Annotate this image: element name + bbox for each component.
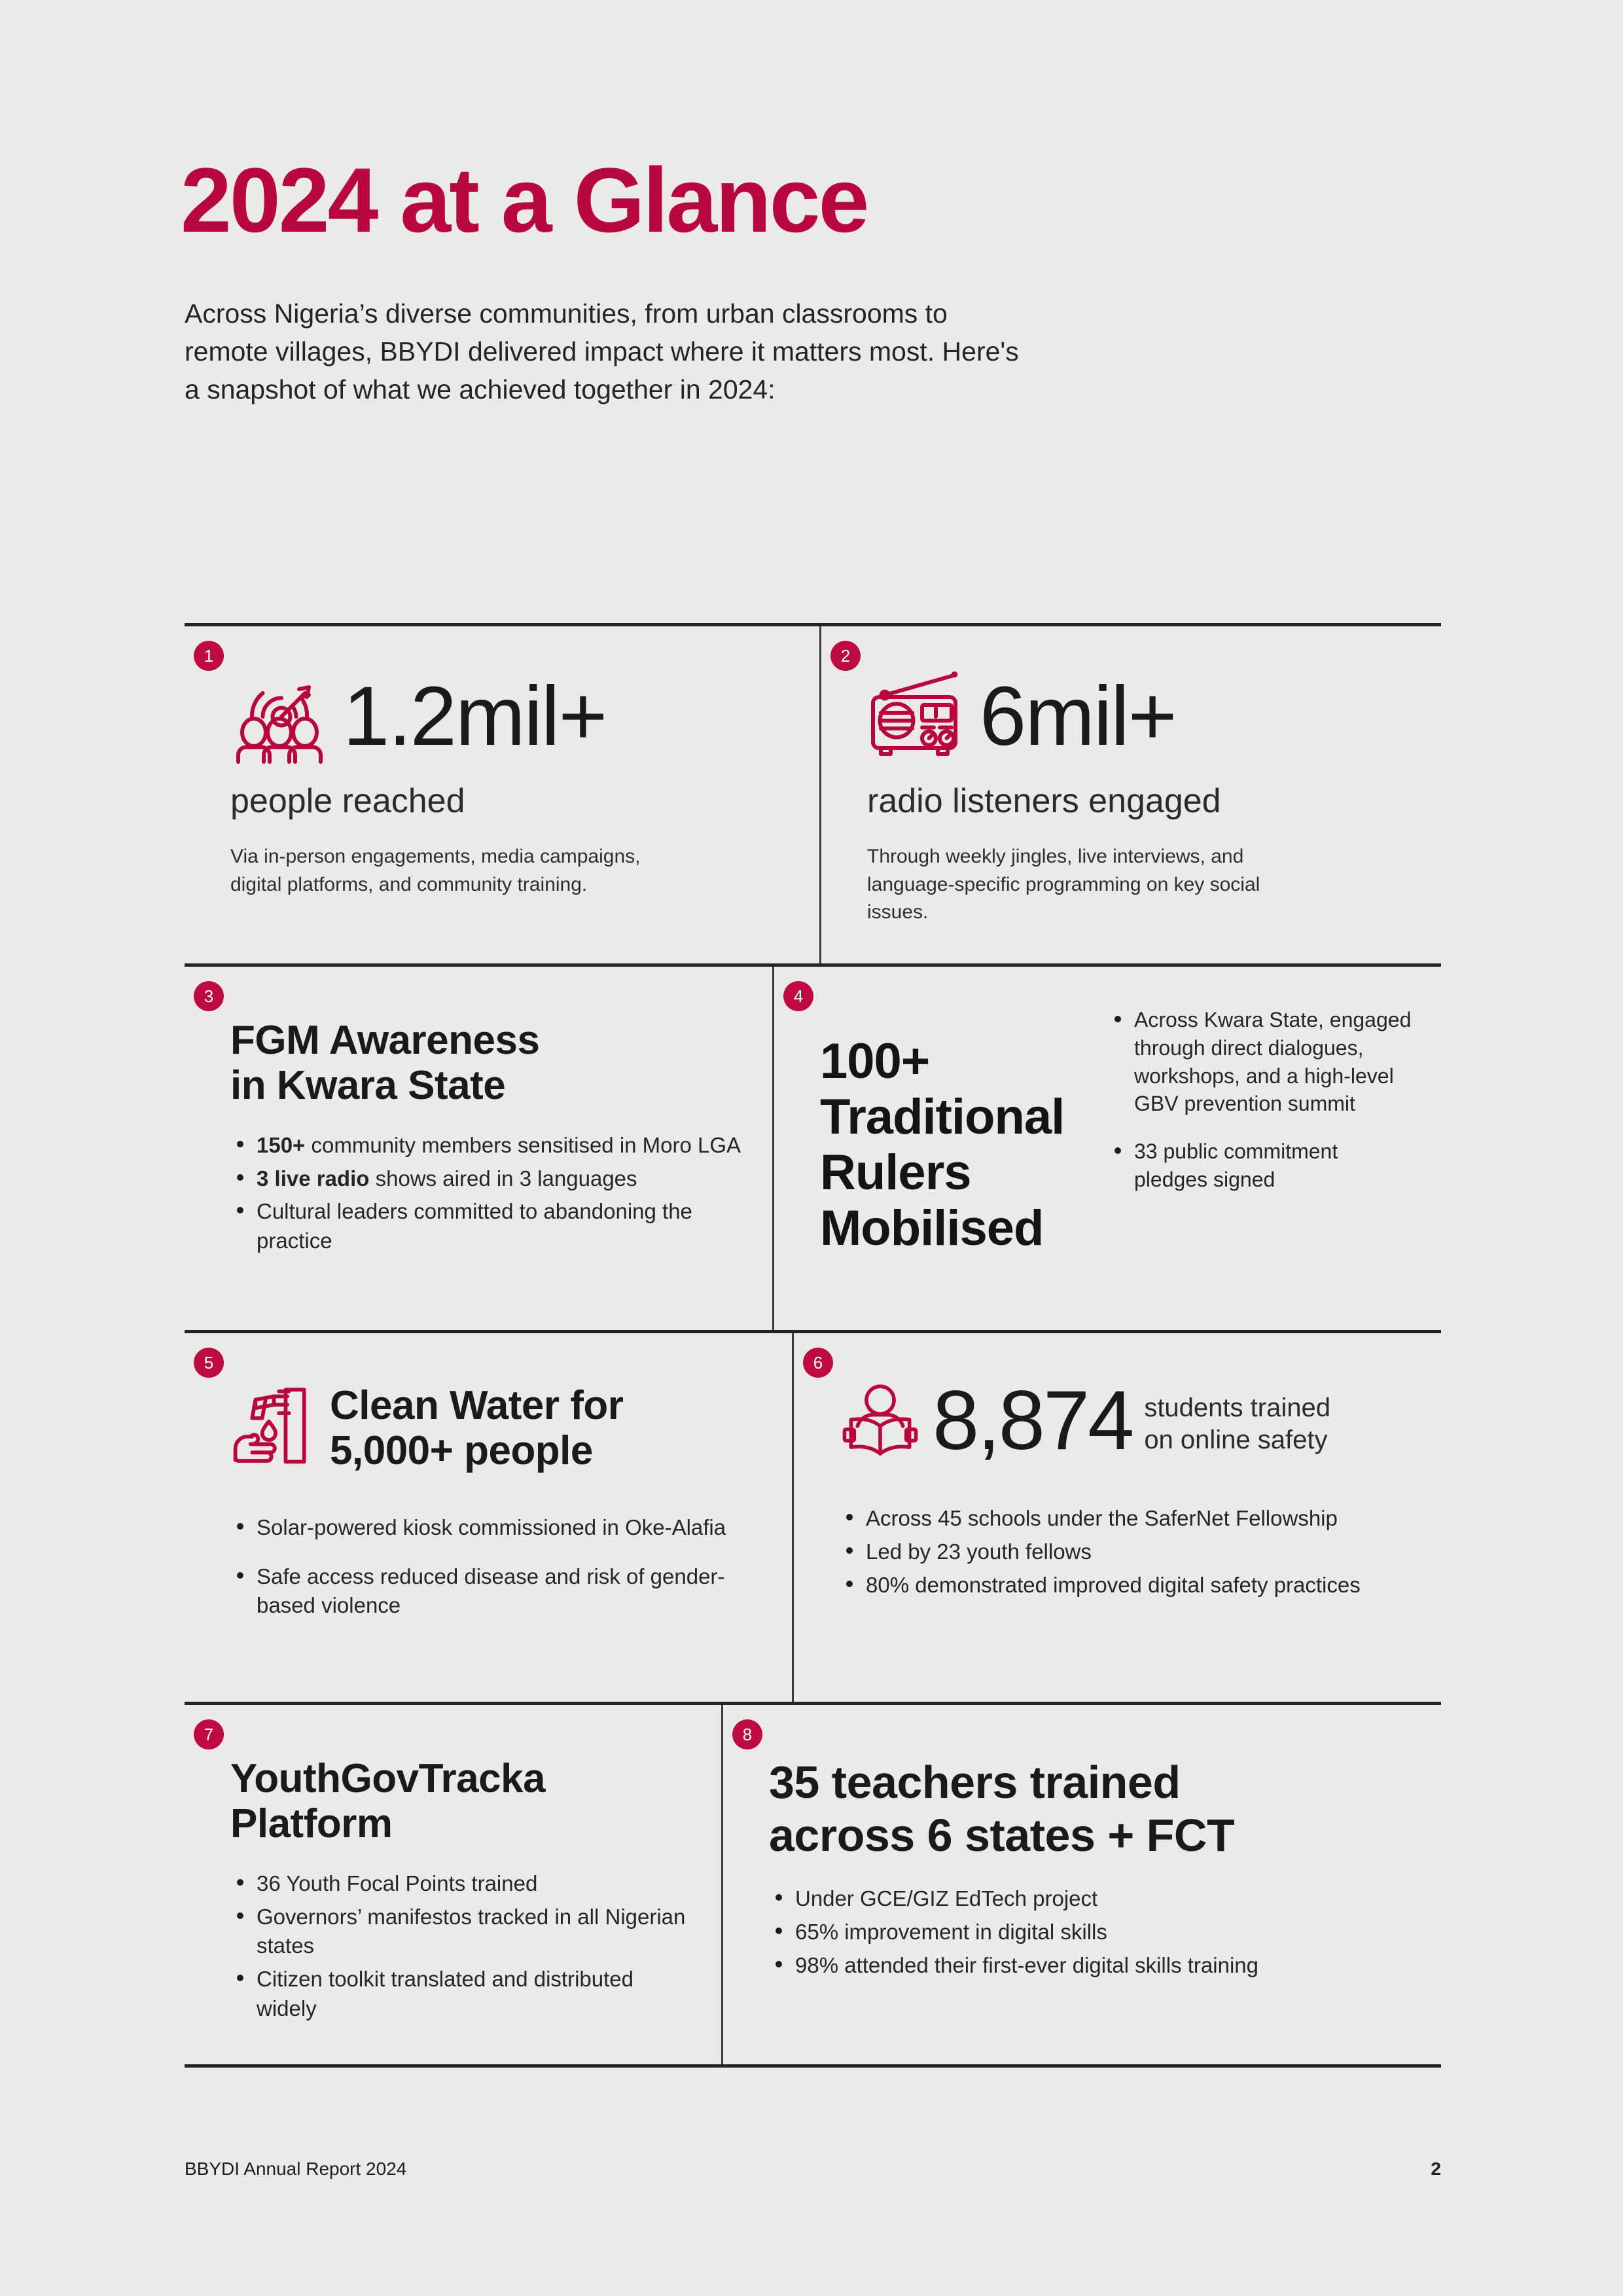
card-badge: 7 [194,1719,224,1749]
list-item: Governors’ manifestos tracked in all Nig… [230,1903,695,1962]
page-title: 2024 at a Glance [181,149,869,251]
card-badge: 6 [803,1347,833,1378]
stats-grid: 1 [185,623,1441,2068]
card-bullet-list: Solar-powered kiosk commissioned in Oke-… [230,1513,766,1621]
stats-row-1: 1 [185,623,1441,963]
stat-card-7: 7 YouthGovTracka Platform 36 Youth Focal… [185,1705,721,2064]
list-item: 65% improvement in digital skills [769,1918,1415,1947]
list-item: Across 45 schools under the SaferNet Fel… [840,1504,1415,1534]
card-heading-line-2: in Kwara State [230,1063,506,1109]
card-heading-line-2: 5,000+ people [330,1428,593,1474]
stats-row-4: 7 YouthGovTracka Platform 36 Youth Focal… [185,1701,1441,2068]
card-bullet-list: Under GCE/GIZ EdTech project 65% improve… [769,1884,1415,1981]
stat-side-label: students trained on online safety [1144,1392,1330,1456]
bullet-text: Solar-powered kiosk commissioned in Oke-… [257,1515,726,1539]
card-bullet-list: 150+ community members sensitised in Mor… [230,1131,746,1257]
bullet-text: 98% attended their first-ever digital sk… [795,1952,1259,1977]
card-badge: 1 [194,641,224,671]
card-heading-line-1: 35 teachers trained [769,1756,1181,1808]
bullet-text: Safe access reduced disease and risk of … [257,1564,725,1618]
page-header: 2024 at a Glance Across Nigeria’s divers… [181,154,1297,436]
list-item: 3 live radio shows aired in 3 languages [230,1164,746,1194]
list-item: Under GCE/GIZ EdTech project [769,1884,1415,1914]
list-item: 150+ community members sensitised in Mor… [230,1131,746,1160]
card-heading: Clean Water for 5,000+ people [330,1382,624,1474]
card-heading: FGM Awareness in Kwara State [230,1018,746,1109]
list-item: 80% demonstrated improved digital safety… [840,1571,1415,1600]
stat-value: 1.2mil+ [343,669,607,763]
card-heading-line-1: Clean Water for [330,1382,624,1428]
bullet-text: Across Kwara State, engaged through dire… [1134,1007,1412,1116]
bullet-text: Governors’ manifestos tracked in all Nig… [257,1904,686,1958]
stat-description: Through weekly jingles, live interviews,… [867,846,1260,924]
stat-value: 8,874 [933,1374,1134,1468]
people-target-icon [230,666,329,767]
bullet-emphasis: 150+ [257,1132,306,1157]
water-tap-icon [230,1383,314,1470]
list-item: Across Kwara State, engaged through dire… [1108,1006,1415,1119]
card-bullet-list: Across Kwara State, engaged through dire… [1108,1006,1415,1194]
card-badge: 4 [783,980,813,1011]
list-item: Led by 23 youth fellows [840,1537,1415,1567]
intro-paragraph: Across Nigeria’s diverse communities, fr… [185,298,1019,405]
card-heading: 35 teachers trained across 6 states + FC… [769,1756,1415,1862]
card-bullet-list: 36 Youth Focal Points trained Governors’… [230,1869,695,2024]
bullet-text: Citizen toolkit translated and distribut… [257,1967,633,2021]
stat-card-4: 4 100+ Traditional Rulers Mobilised Acro… [772,966,1441,1330]
card-heading-line-2: Platform [230,1801,393,1847]
stat-value: 6mil+ [980,669,1177,763]
bullet-text: community members sensitised in Moro LGA [305,1132,741,1157]
stat-card-2: 2 [819,626,1441,963]
list-item: Cultural leaders committed to abandoning… [230,1197,746,1256]
list-item: Solar-powered kiosk commissioned in Oke-… [230,1513,766,1543]
bullet-emphasis: 3 live radio [257,1166,370,1191]
list-item: 33 public commitment pledges signed [1108,1138,1415,1194]
bullet-text: 80% demonstrated improved digital safety… [866,1572,1361,1597]
card-heading-line-1: FGM Awareness [230,1017,540,1063]
bullet-text: 33 public commitment pledges signed [1134,1139,1338,1192]
page-number: 2 [1431,2159,1441,2179]
bullet-text: Cultural leaders committed to abandoning… [257,1199,692,1253]
bullet-text: Led by 23 youth fellows [866,1539,1092,1564]
stat-label: radio listeners engaged [867,782,1221,820]
card-heading: YouthGovTracka Platform [230,1756,695,1847]
stat-description: Via in-person engagements, media campaig… [230,846,641,895]
bullet-text: 65% improvement in digital skills [795,1920,1107,1945]
card-badge: 5 [194,1347,224,1378]
stat-side-line-2: on online safety [1144,1426,1328,1455]
reading-person-icon [840,1379,921,1463]
card-badge: 8 [732,1719,762,1749]
card-heading-line-1: YouthGovTracka [230,1755,546,1801]
bullet-text: Across 45 schools under the SaferNet Fel… [866,1505,1338,1530]
stat-card-6: 6 8,874 students tra [792,1333,1441,1702]
footer-report-title: BBYDI Annual Report 2024 [185,2159,407,2179]
stat-card-8: 8 35 teachers trained across 6 states + … [721,1704,1441,2065]
stats-row-2: 3 FGM Awareness in Kwara State 150+ comm… [185,963,1441,1330]
stat-card-5: 5 [185,1333,792,1702]
stat-card-1: 1 [185,626,819,963]
bullet-text: 36 Youth Focal Points trained [257,1871,538,1895]
card-badge: 3 [194,980,224,1011]
card-badge: 2 [830,641,861,671]
radio-icon [867,666,965,767]
list-item: Safe access reduced disease and risk of … [230,1562,766,1621]
card-heading: 100+ Traditional Rulers Mobilised [820,1033,1065,1257]
list-item: 98% attended their first-ever digital sk… [769,1951,1415,1981]
bullet-text: Under GCE/GIZ EdTech project [795,1886,1098,1911]
card-heading-line-2: across 6 states + FCT [769,1809,1235,1861]
card-bullet-list: Across 45 schools under the SaferNet Fel… [840,1504,1415,1600]
list-item: Citizen toolkit translated and distribut… [230,1965,695,2024]
stats-row-3: 5 [185,1329,1441,1702]
stat-card-3: 3 FGM Awareness in Kwara State 150+ comm… [185,967,772,1330]
bullet-text: shows aired in 3 languages [369,1166,637,1191]
stat-label: people reached [230,782,465,820]
page-footer: BBYDI Annual Report 2024 2 [185,2159,1441,2179]
stat-side-line-1: students trained [1144,1393,1330,1423]
list-item: 36 Youth Focal Points trained [230,1869,695,1899]
